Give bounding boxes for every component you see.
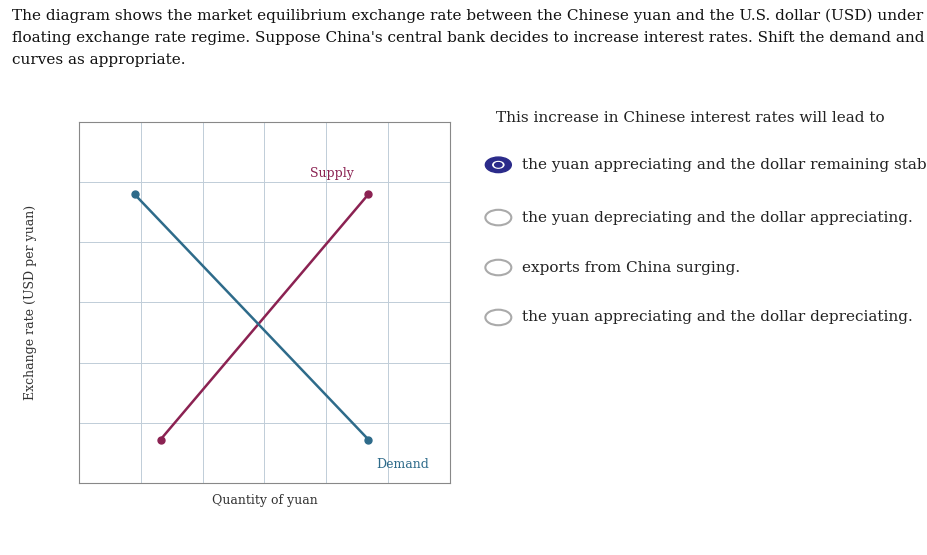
X-axis label: Quantity of yuan: Quantity of yuan [211,494,317,507]
Text: Exchange rate (USD per yuan): Exchange rate (USD per yuan) [24,205,37,400]
Text: Demand: Demand [375,457,428,471]
Text: The diagram shows the market equilibrium exchange rate between the Chinese yuan : The diagram shows the market equilibrium… [12,8,927,23]
Text: exports from China surging.: exports from China surging. [521,260,739,275]
Text: the yuan appreciating and the dollar remaining stable.: the yuan appreciating and the dollar rem… [521,158,927,172]
Text: floating exchange rate regime. Suppose China's central bank decides to increase : floating exchange rate regime. Suppose C… [12,31,927,44]
Text: Supply: Supply [310,167,353,180]
Text: curves as appropriate.: curves as appropriate. [12,53,185,67]
Text: the yuan depreciating and the dollar appreciating.: the yuan depreciating and the dollar app… [521,210,911,225]
Text: the yuan appreciating and the dollar depreciating.: the yuan appreciating and the dollar dep… [521,310,911,325]
Text: This increase in Chinese interest rates will lead to: This increase in Chinese interest rates … [496,111,884,125]
